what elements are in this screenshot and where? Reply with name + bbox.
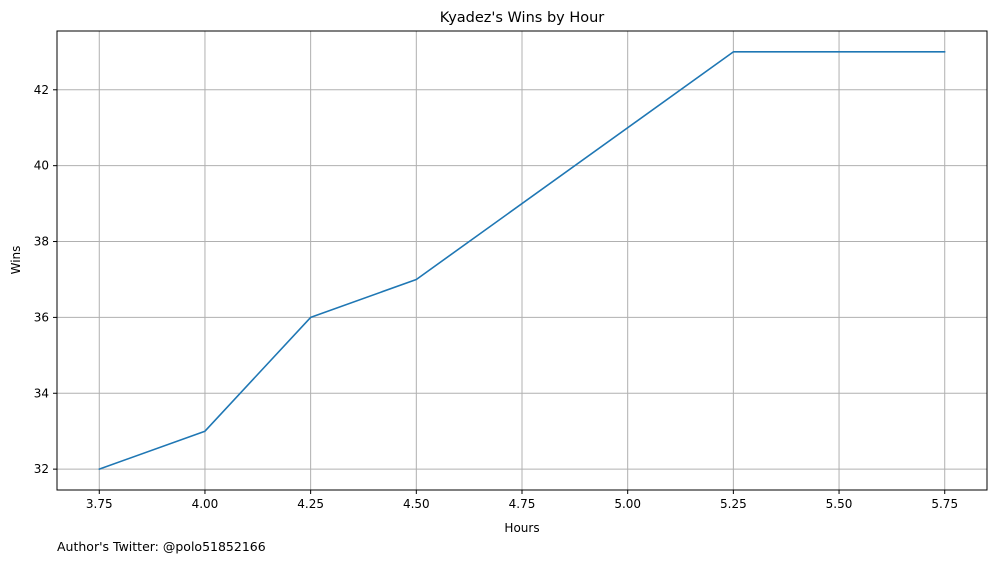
y-tick-label: 38 — [34, 235, 49, 249]
y-tick-label: 42 — [34, 83, 49, 97]
x-axis-ticks: 3.75 4.00 4.25 4.50 4.75 5.00 5.25 5.50 5.75 — [86, 490, 958, 511]
x-tick-label: 5.00 — [614, 497, 641, 511]
x-tick-label: 5.50 — [826, 497, 853, 511]
wins-series-line — [98, 51, 946, 470]
series-layer — [98, 51, 946, 470]
x-tick-label: 5.75 — [931, 497, 958, 511]
y-tick-label: 32 — [34, 462, 49, 476]
y-tick-label: 40 — [34, 159, 49, 173]
x-tick-label: 4.50 — [403, 497, 430, 511]
y-axis-ticks: 32 34 36 38 40 42 — [34, 83, 57, 476]
x-gridlines — [98, 31, 946, 490]
author-twitter-footnote: Author's Twitter: @polo51852166 — [57, 539, 266, 554]
y-tick-label: 34 — [34, 386, 49, 400]
y-tick-label: 36 — [34, 310, 49, 324]
x-tick-label: 5.25 — [720, 497, 747, 511]
y-gridlines — [57, 89, 987, 470]
x-tick-label: 3.75 — [86, 497, 113, 511]
x-axis-label: Hours — [504, 521, 539, 535]
x-tick-label: 4.25 — [297, 497, 324, 511]
x-tick-label: 4.75 — [509, 497, 536, 511]
chart-title: Kyadez's Wins by Hour — [440, 10, 605, 26]
y-axis-label: Wins — [9, 246, 23, 275]
x-tick-label: 4.00 — [192, 497, 219, 511]
